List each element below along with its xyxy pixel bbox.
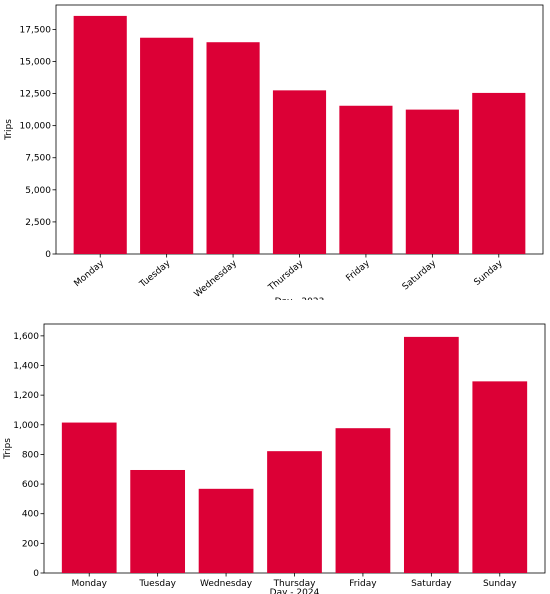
bar-monday (73, 15, 127, 255)
bar-saturday (405, 109, 459, 254)
x-tick-label: Thursday (266, 258, 306, 294)
chart-2024: Monday Tuesday Wednesday Thursday Friday Satu… (3, 323, 546, 594)
x-axis-label: Day - 2023 (275, 297, 325, 300)
x-tick-label: Sunday (483, 579, 517, 589)
x-axis-label: Day - 2024 (270, 588, 320, 594)
y-tick-label: 0 (45, 250, 51, 260)
chart-2023: Monday Tuesday Wednesday Thursday Friday Satu… (4, 4, 544, 300)
x-tick-label: Wednesday (200, 579, 253, 589)
x-tick-label: Monday (72, 258, 106, 289)
y-tick-label: 1,400 (13, 362, 39, 372)
x-tick-label: Saturday (411, 579, 452, 589)
x-tick-label: Sunday (472, 258, 505, 288)
bar-wednesday (198, 488, 254, 573)
bar-thursday (267, 451, 322, 573)
x-tick-label: Friday (349, 579, 377, 589)
y-axis-label: Trips (3, 438, 13, 460)
y-tick-label: 400 (22, 510, 39, 520)
y-tick-label: 1,600 (13, 332, 39, 342)
y-tick-label: 0 (33, 569, 39, 579)
y-tick-label: 2,500 (25, 218, 51, 228)
bar-friday (339, 105, 393, 254)
y-tick-label: 7,500 (25, 154, 51, 164)
y-tick-label: 600 (22, 480, 39, 490)
x-tick-label: Tuesday (138, 579, 176, 589)
x-tick-label: Wednesday (193, 258, 240, 300)
bar-tuesday (140, 37, 194, 254)
y-tick-label: 1,200 (13, 391, 39, 401)
bar-sunday (472, 92, 526, 254)
y-tick-label: 800 (22, 450, 39, 460)
y-tick-label: 1,000 (13, 421, 39, 431)
bar-monday (61, 422, 117, 573)
y-tick-label: 5,000 (25, 186, 51, 196)
bar-sunday (472, 381, 528, 573)
x-tick-label: Friday (345, 258, 373, 284)
bar-saturday (403, 336, 459, 573)
y-tick-label: 10,000 (20, 122, 52, 132)
x-tick-label: Saturday (401, 258, 439, 292)
x-tick-label: Monday (71, 579, 107, 589)
y-tick-label: 17,500 (20, 25, 52, 35)
bar-thursday (272, 90, 327, 255)
bar-wednesday (206, 42, 260, 254)
y-tick-label: 15,000 (20, 57, 52, 67)
bar-tuesday (130, 469, 186, 573)
y-tick-label: 200 (22, 539, 39, 549)
x-tick-label: Tuesday (137, 258, 173, 290)
y-axis-label: Trips (4, 119, 14, 141)
x-tick-label: Thursday (273, 579, 317, 589)
y-tick-label: 12,500 (20, 90, 52, 100)
bar-friday (335, 428, 391, 573)
